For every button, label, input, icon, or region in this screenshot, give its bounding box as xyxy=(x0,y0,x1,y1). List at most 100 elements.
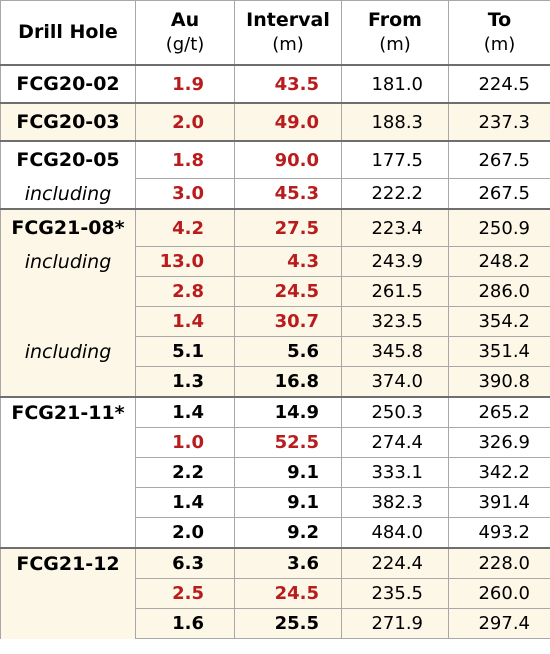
interval-cell: 24.5 xyxy=(234,276,342,307)
from-cell: 323.5 xyxy=(341,306,449,337)
au-cell: 4.2 xyxy=(135,208,235,247)
from-cell: 224.4 xyxy=(341,547,449,579)
from-cell: 345.8 xyxy=(341,336,449,367)
au-cell: 2.2 xyxy=(135,457,235,488)
table-row: including 13.0 4.3 243.9 248.2 xyxy=(0,246,550,277)
table-row: including 5.1 5.6 345.8 351.4 xyxy=(0,336,550,367)
interval-cell: 16.8 xyxy=(234,366,342,398)
table-row: FCG21-12 6.3 3.6 224.4 228.0 xyxy=(0,547,550,579)
interval-cell: 30.7 xyxy=(234,306,342,337)
drill-hole-cell xyxy=(0,427,136,458)
drill-hole-cell xyxy=(0,517,136,548)
au-cell: 1.0 xyxy=(135,427,235,458)
interval-cell: 5.6 xyxy=(234,336,342,367)
interval-cell: 9.2 xyxy=(234,517,342,549)
to-cell: 390.8 xyxy=(448,366,550,398)
interval-cell: 43.5 xyxy=(234,64,342,104)
interval-cell: 27.5 xyxy=(234,208,342,247)
au-cell: 2.5 xyxy=(135,578,235,609)
au-cell: 2.0 xyxy=(135,102,235,142)
to-cell: 265.2 xyxy=(448,396,550,428)
au-cell: 1.3 xyxy=(135,366,235,398)
au-cell: 1.6 xyxy=(135,608,235,639)
interval-cell: 90.0 xyxy=(234,140,342,179)
from-cell: 484.0 xyxy=(341,517,449,549)
drill-hole-cell xyxy=(0,306,136,337)
from-cell: 261.5 xyxy=(341,276,449,307)
au-cell: 1.4 xyxy=(135,487,235,518)
from-cell: 223.4 xyxy=(341,208,449,247)
to-cell: 228.0 xyxy=(448,547,550,579)
au-cell: 1.4 xyxy=(135,306,235,337)
to-cell: 342.2 xyxy=(448,457,550,488)
table-row: 1.3 16.8 374.0 390.8 xyxy=(0,366,550,398)
table-row: 1.0 52.5 274.4 326.9 xyxy=(0,427,550,458)
header-au: Au (g/t) xyxy=(135,0,235,66)
table-row: FCG21-11* 1.4 14.9 250.3 265.2 xyxy=(0,396,550,428)
from-cell: 271.9 xyxy=(341,608,449,639)
drill-results-table: Drill Hole Au (g/t) Interval (m) From (m) T… xyxy=(0,0,550,639)
from-cell: 243.9 xyxy=(341,246,449,277)
header-drill-hole: Drill Hole xyxy=(0,0,136,66)
to-cell: 297.4 xyxy=(448,608,550,639)
table-row: FCG20-05 1.8 90.0 177.5 267.5 xyxy=(0,140,550,179)
table-row: 1.4 30.7 323.5 354.2 xyxy=(0,306,550,337)
from-cell: 274.4 xyxy=(341,427,449,458)
to-cell: 326.9 xyxy=(448,427,550,458)
drill-hole-cell: including xyxy=(0,246,136,277)
table-row: 1.6 25.5 271.9 297.4 xyxy=(0,608,550,639)
drill-hole-cell: FCG20-03 xyxy=(0,102,136,141)
drill-hole-cell: FCG20-02 xyxy=(0,65,136,103)
table-row: FCG20-03 2.0 49.0 188.3 237.3 xyxy=(0,102,550,142)
drill-hole-cell: FCG21-12 xyxy=(0,547,136,579)
table-row: 2.8 24.5 261.5 286.0 xyxy=(0,276,550,307)
drill-hole-cell: FCG21-11* xyxy=(0,396,136,428)
table-row: 2.0 9.2 484.0 493.2 xyxy=(0,517,550,549)
to-cell: 237.3 xyxy=(448,102,550,142)
drill-hole-cell: including xyxy=(0,178,136,209)
to-cell: 250.9 xyxy=(448,208,550,247)
header-to: To (m) xyxy=(448,0,550,66)
au-cell: 2.0 xyxy=(135,517,235,549)
interval-cell: 25.5 xyxy=(234,608,342,639)
interval-cell: 49.0 xyxy=(234,102,342,142)
from-cell: 181.0 xyxy=(341,64,449,104)
to-cell: 248.2 xyxy=(448,246,550,277)
drill-hole-cell xyxy=(0,487,136,518)
header-row: Drill Hole Au (g/t) Interval (m) From (m) T… xyxy=(0,0,550,66)
to-cell: 391.4 xyxy=(448,487,550,518)
to-cell: 267.5 xyxy=(448,140,550,179)
drill-hole-cell xyxy=(0,608,136,639)
drill-hole-cell: FCG21-08* xyxy=(0,208,136,247)
interval-cell: 3.6 xyxy=(234,547,342,579)
table-row: 2.5 24.5 235.5 260.0 xyxy=(0,578,550,609)
to-cell: 351.4 xyxy=(448,336,550,367)
from-cell: 188.3 xyxy=(341,102,449,142)
interval-cell: 52.5 xyxy=(234,427,342,458)
drill-hole-cell xyxy=(0,457,136,488)
table-row: FCG21-08* 4.2 27.5 223.4 250.9 xyxy=(0,208,550,247)
drill-hole-cell: including xyxy=(0,336,136,367)
table-row: FCG20-02 1.9 43.5 181.0 224.5 xyxy=(0,64,550,104)
header-from: From (m) xyxy=(341,0,449,66)
from-cell: 222.2 xyxy=(341,178,449,210)
au-cell: 6.3 xyxy=(135,547,235,579)
au-cell: 1.8 xyxy=(135,140,235,179)
drill-hole-cell xyxy=(0,366,136,397)
from-cell: 374.0 xyxy=(341,366,449,398)
to-cell: 224.5 xyxy=(448,64,550,104)
interval-cell: 9.1 xyxy=(234,457,342,488)
interval-cell: 9.1 xyxy=(234,487,342,518)
to-cell: 267.5 xyxy=(448,178,550,210)
drill-hole-cell xyxy=(0,578,136,609)
drill-hole-cell xyxy=(0,276,136,307)
table-row: including 3.0 45.3 222.2 267.5 xyxy=(0,178,550,210)
interval-cell: 14.9 xyxy=(234,396,342,428)
au-cell: 13.0 xyxy=(135,246,235,277)
to-cell: 286.0 xyxy=(448,276,550,307)
au-cell: 3.0 xyxy=(135,178,235,210)
drill-hole-cell: FCG20-05 xyxy=(0,140,136,179)
from-cell: 177.5 xyxy=(341,140,449,179)
from-cell: 382.3 xyxy=(341,487,449,518)
au-cell: 5.1 xyxy=(135,336,235,367)
